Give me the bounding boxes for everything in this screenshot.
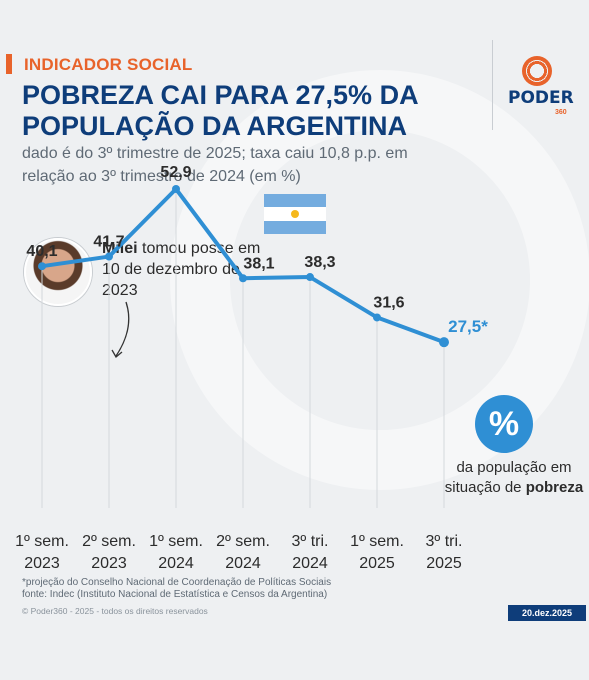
data-point [38,262,46,271]
x-tick-year: 2024 [158,555,194,572]
page-subtitle: dado é do 3º trimestre de 2025; taxa cai… [22,145,408,185]
annotation-note: Milei tomou posse em 10 de dezembro de 2… [102,238,272,301]
data-label: 52,9 [160,164,191,181]
section-tag: INDICADOR SOCIAL [24,55,193,74]
annotation-text: tomou posse em 10 de dezembro de 2023 [102,240,261,299]
annotation-arrow-icon [111,301,130,358]
logo-sun-icon [522,56,552,86]
footnote-projection: *projeção do Conselho Nacional de Coorde… [22,577,332,588]
x-tick-year: 2024 [292,555,328,572]
x-tick-label: 3º tri. [426,533,463,550]
data-label: 38,1 [243,255,274,272]
tag-accent-bar [6,54,12,74]
header-divider [492,40,493,130]
milei-avatar [24,238,92,306]
copyright: © Poder360 - 2025 - todos os direitos re… [22,606,208,616]
poder360-logo: PODER 360 [500,54,580,124]
x-tick-label: 1º sem. [15,533,69,550]
percent-caption-bold: pobreza [525,479,584,496]
x-tick-label: 1º sem. [149,533,203,550]
data-label: 27,5* [448,317,488,336]
data-point [105,252,113,261]
data-point [239,274,247,283]
x-tick-year: 2025 [359,555,395,572]
page-title: POBREZA CAI PARA 27,5% DA POPULAÇÃO DA A… [22,80,418,141]
x-tick-label: 3º tri. [292,533,329,550]
x-tick-year: 2023 [24,555,60,572]
argentina-flag-icon [264,194,326,234]
data-point [172,185,180,194]
x-tick-year: 2023 [91,555,127,572]
data-label: 40,1 [26,243,57,260]
x-tick-year: 2024 [225,555,261,572]
data-point [306,273,314,282]
x-tick-label: 2º sem. [216,533,270,550]
data-label: 38,3 [304,254,335,271]
data-point [439,337,449,348]
footnote: *projeção do Conselho Nacional de Coorde… [22,577,331,601]
percent-caption-text: da população em situação de [444,459,572,496]
percent-caption: da população em situação de pobreza [444,458,584,498]
data-label: 31,6 [373,294,404,311]
x-tick-label: 1º sem. [350,533,404,550]
x-tick-year: 2025 [426,555,462,572]
data-label: 41,7 [93,234,124,251]
x-tick-label: 2º sem. [82,533,136,550]
footnote-source: fonte: Indec (Instituto Nacional de Esta… [22,589,328,600]
logo-wordmark: PODER [508,88,574,108]
date-badge: 20.dez.2025 [508,605,586,621]
percent-badge: % [475,395,533,453]
data-point [373,313,381,322]
logo-number: 360 [555,109,567,116]
